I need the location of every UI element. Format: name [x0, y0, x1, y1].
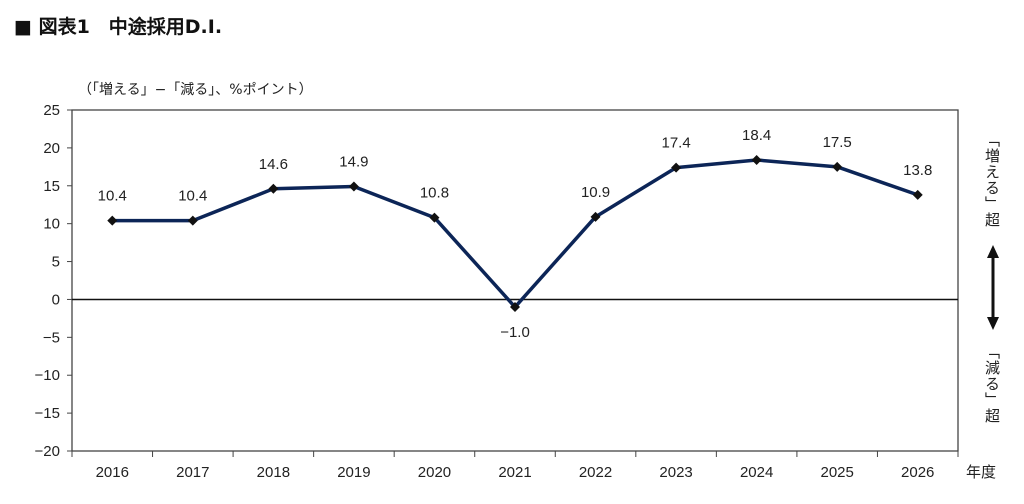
data-label: 17.4	[661, 135, 690, 152]
data-label: 10.4	[98, 188, 127, 205]
data-label: −1.0	[500, 324, 530, 341]
data-point	[429, 212, 440, 223]
data-point	[107, 215, 118, 226]
x-tick-label: 2022	[579, 464, 612, 481]
chart-title: ■ 図表1 中途採用D.I.	[14, 16, 223, 38]
data-point	[268, 183, 279, 194]
y-tick-label: −20	[35, 443, 60, 460]
x-tick-label: 2020	[418, 464, 451, 481]
x-tick-label: 2026	[901, 464, 934, 481]
plot-frame	[71, 109, 959, 452]
data-label: 10.8	[420, 185, 449, 202]
x-tick-label: 2025	[820, 464, 853, 481]
x-tick-label: 2019	[337, 464, 370, 481]
y-tick-label: 5	[52, 254, 60, 271]
x-tick-label: 2017	[176, 464, 209, 481]
x-tick-label: 2016	[96, 464, 129, 481]
x-tick-label: 2021	[498, 464, 531, 481]
data-point	[590, 211, 601, 222]
y-tick-label: 15	[43, 178, 60, 195]
x-tick-label: 2018	[257, 464, 290, 481]
data-label: 10.9	[581, 184, 610, 201]
y-tick-label: 0	[52, 291, 60, 308]
data-label: 13.8	[903, 162, 932, 179]
arrow-down-icon	[987, 317, 999, 330]
x-tick-label: 2024	[740, 464, 773, 481]
data-point	[751, 155, 762, 166]
annotation-upper: 「増える」超	[983, 132, 1001, 228]
data-point	[832, 161, 843, 172]
y-axis-label: （「増える」−「減る」、%ポイント）	[78, 82, 313, 98]
data-point	[912, 189, 923, 200]
data-point	[510, 302, 520, 313]
y-tick-label: −5	[43, 329, 60, 346]
y-tick-label: 10	[43, 216, 60, 233]
x-tick-label: 2023	[659, 464, 692, 481]
data-label: 18.4	[742, 127, 771, 144]
data-label: 10.4	[178, 188, 207, 205]
data-point	[671, 162, 682, 173]
arrow-up-icon	[987, 245, 999, 258]
data-label: 17.5	[823, 134, 852, 151]
data-point	[348, 181, 359, 192]
y-tick-label: 25	[43, 102, 60, 119]
data-label: 14.6	[259, 156, 288, 173]
annotation-lower: 「減る」超	[983, 344, 1001, 424]
data-point	[187, 215, 198, 226]
x-axis-label: 年度	[966, 464, 996, 481]
y-tick-label: −15	[35, 405, 60, 422]
data-label: 14.9	[339, 154, 368, 171]
series-line	[112, 158, 919, 309]
y-tick-label: 20	[43, 140, 60, 157]
y-tick-label: −10	[35, 367, 60, 384]
